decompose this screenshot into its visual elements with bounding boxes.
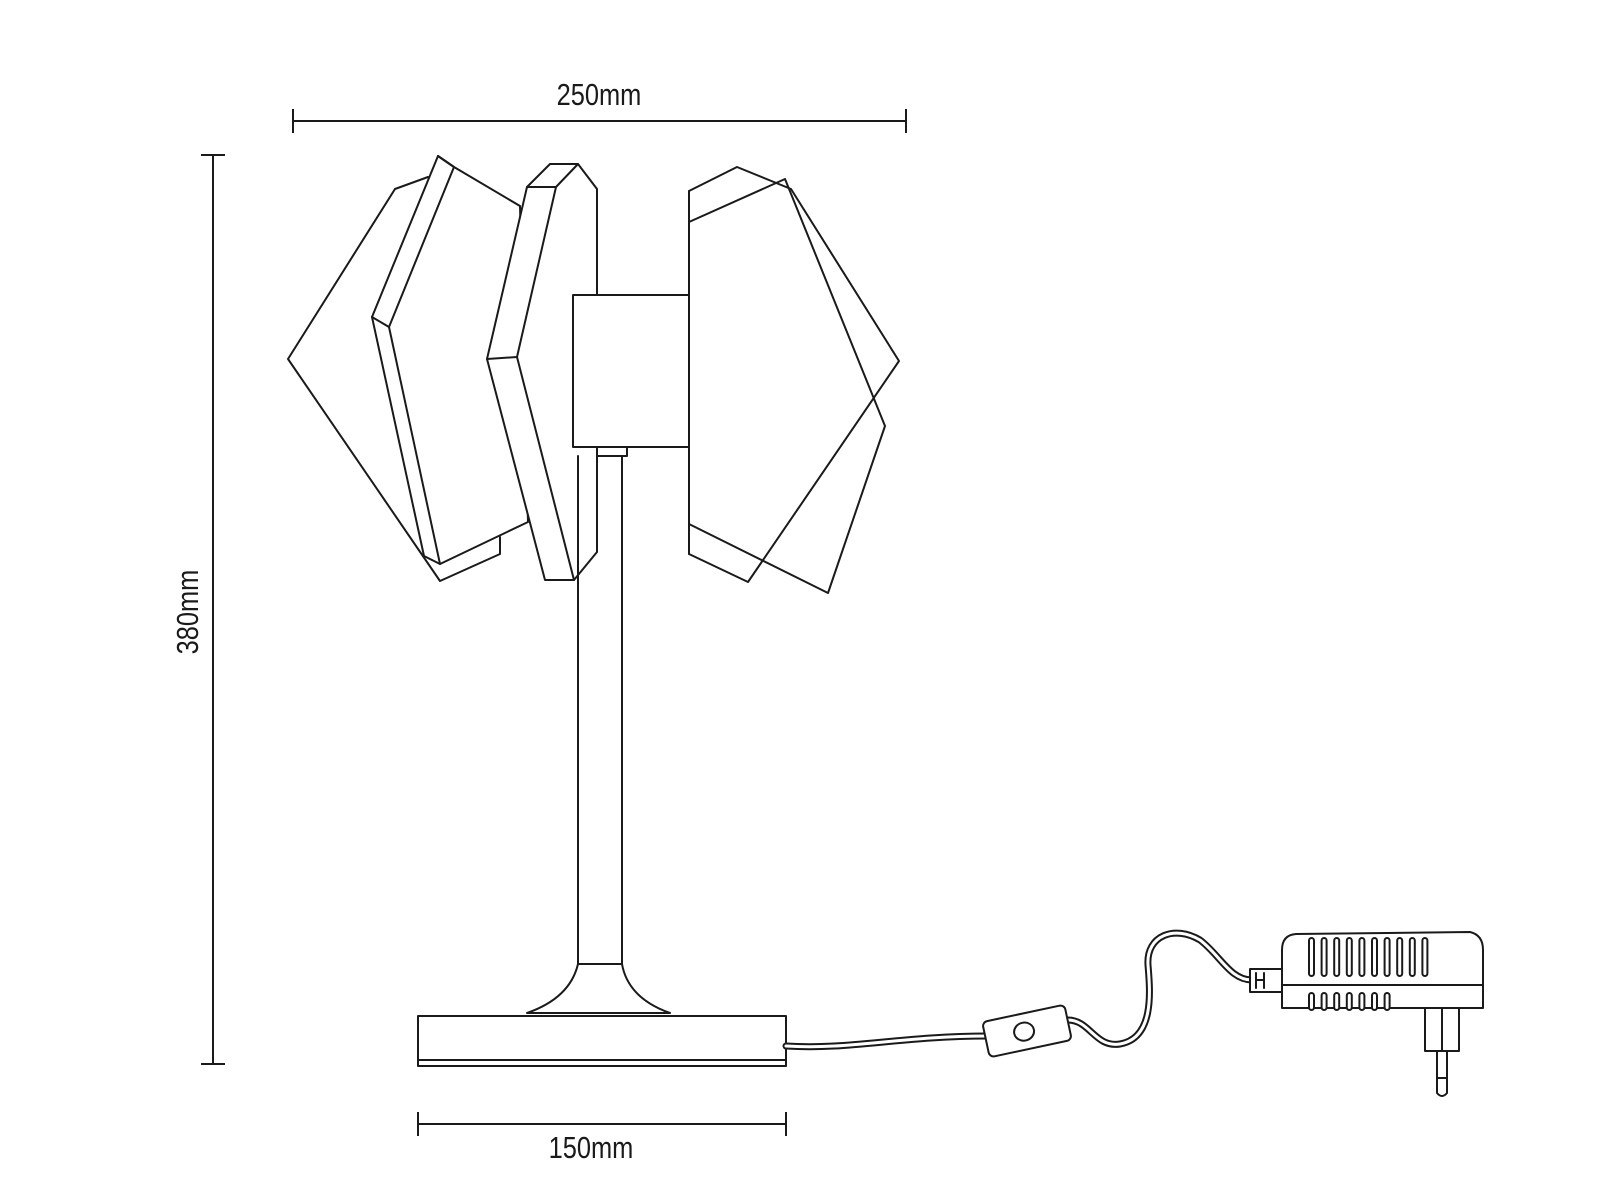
vent-slot	[1421, 937, 1429, 977]
dimension-height: 380mm	[171, 154, 225, 1065]
lamp-hub	[572, 294, 690, 457]
lamp-base	[417, 1015, 787, 1067]
vent-slot	[1396, 937, 1404, 977]
dimension-label-base: 150mm	[549, 1131, 634, 1166]
vent-slot	[1383, 992, 1391, 1011]
power-adapter	[1249, 931, 1484, 1097]
vent-slot	[1371, 937, 1378, 977]
vent-slot	[1320, 937, 1328, 977]
inline-switch	[982, 1004, 1072, 1058]
vent-slot	[1345, 937, 1353, 977]
vent-slot	[1371, 992, 1378, 1011]
dimension-top-width: 250mm	[292, 78, 907, 133]
lamp-shade-center	[486, 163, 598, 581]
vent-slot	[1358, 992, 1366, 1011]
vent-slot	[1383, 937, 1391, 977]
vent-slot	[1308, 937, 1315, 977]
dimension-base-width: 150mm	[417, 1112, 787, 1166]
power-cord	[782, 929, 1256, 1051]
lamp-shade-right	[688, 166, 900, 594]
dimension-label-width: 250mm	[557, 78, 642, 113]
vent-slot	[1320, 992, 1328, 1011]
lamp-stem	[526, 455, 671, 1014]
vent-slot	[1333, 992, 1341, 1011]
vent-slot	[1333, 937, 1341, 977]
dimension-label-height: 380mm	[171, 570, 206, 655]
vent-slot	[1408, 937, 1416, 977]
switch-button-icon	[1013, 1021, 1036, 1042]
vent-slot	[1308, 992, 1315, 1011]
vent-slot	[1358, 937, 1366, 977]
vent-slot	[1345, 992, 1353, 1011]
